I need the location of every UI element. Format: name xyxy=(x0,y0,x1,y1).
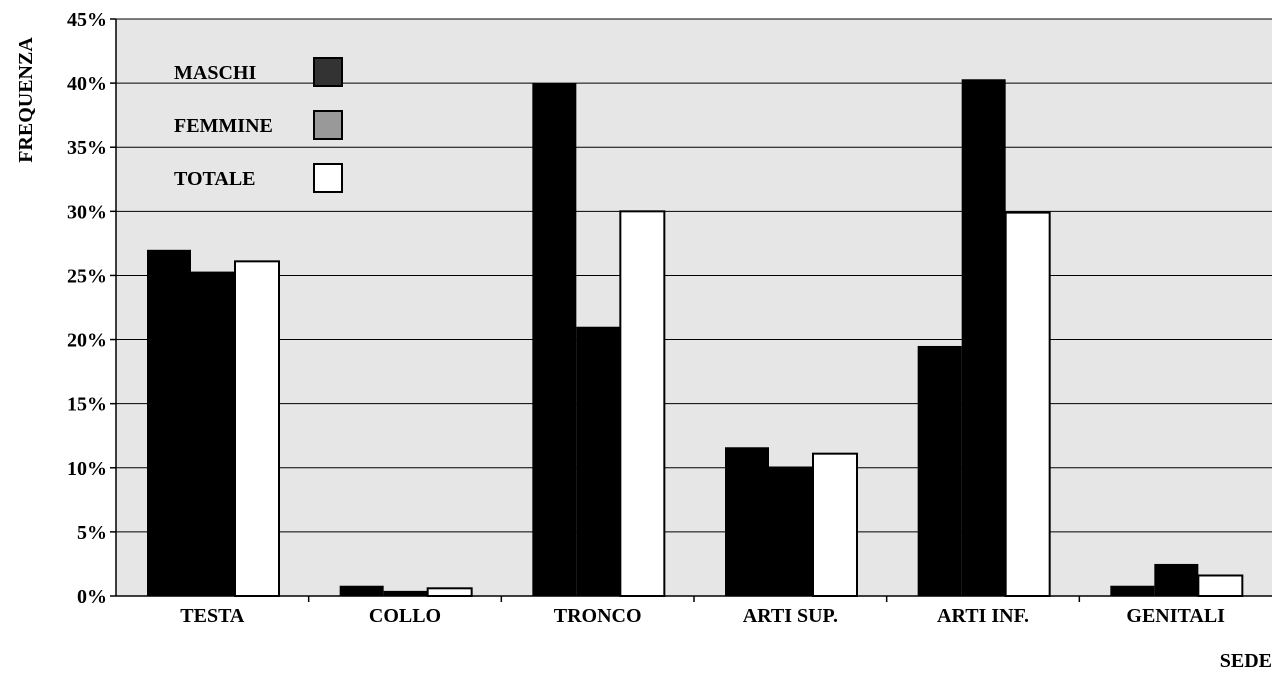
plot-background xyxy=(116,19,1272,596)
x-tick-label: TRONCO xyxy=(554,605,642,627)
bar-maschi-1 xyxy=(147,249,191,597)
x-tick-label: GENITALI xyxy=(1126,605,1225,627)
x-tick-label: COLLO xyxy=(369,605,441,627)
bar-femmine-1 xyxy=(191,271,235,596)
y-tick-label: 40% xyxy=(67,73,107,95)
bar-femmine-2 xyxy=(383,590,428,596)
bar-maschi-3 xyxy=(532,83,577,597)
y-tick-label: 25% xyxy=(67,265,107,287)
y-tick-labels: 0% 5% 10% 15% 20% 25% 30% 35% 40% 45% xyxy=(67,9,107,608)
bar-femmine-6 xyxy=(1154,563,1199,596)
bars xyxy=(147,79,1244,597)
bar-maschi-2 xyxy=(339,585,384,596)
bar-maschi-5 xyxy=(917,345,962,596)
x-tick-label: TESTA xyxy=(180,605,245,627)
x-tick-label: ARTI SUP. xyxy=(743,605,838,627)
bar-femmine-4 xyxy=(769,466,813,596)
legend-label: MASCHI xyxy=(174,62,256,84)
bar-totale-5 xyxy=(1004,211,1051,597)
bar-totale-3 xyxy=(619,210,666,597)
bar-totale-1 xyxy=(234,260,280,597)
bar-femmine-3 xyxy=(576,326,621,596)
legend-label: FEMMINE xyxy=(174,115,273,137)
bar-totale-4 xyxy=(812,452,858,597)
legend-swatch xyxy=(313,110,343,140)
bar-maschi-6 xyxy=(1110,585,1155,596)
y-tick-label: 0% xyxy=(77,586,107,608)
y-tick-label: 5% xyxy=(77,522,107,544)
legend-label: TOTALE xyxy=(174,168,256,190)
x-tick-label: ARTI INF. xyxy=(937,605,1029,627)
x-tick-labels: TESTA COLLO TRONCO ARTI SUP. ARTI INF. GENITA… xyxy=(180,596,1225,627)
y-tick-label: 45% xyxy=(67,9,107,31)
legend-swatch xyxy=(313,57,343,87)
y-tick-label: 20% xyxy=(67,330,107,352)
bar-totale-2 xyxy=(426,587,473,597)
x-axis-title: SEDE xyxy=(1220,650,1272,672)
bar-femmine-5 xyxy=(961,79,1006,596)
y-tick-label: 30% xyxy=(67,201,107,223)
bar-maschi-4 xyxy=(725,447,769,596)
y-tick-label: 10% xyxy=(67,458,107,480)
legend: MASCHI FEMMINE TOTALE xyxy=(174,57,343,193)
y-tick-label: 15% xyxy=(67,394,107,416)
legend-swatch xyxy=(313,163,343,193)
y-axis-title: FREQUENZA xyxy=(15,37,37,163)
gridlines xyxy=(110,18,1272,597)
y-tick-label: 35% xyxy=(67,137,107,159)
bar-totale-6 xyxy=(1197,574,1244,597)
